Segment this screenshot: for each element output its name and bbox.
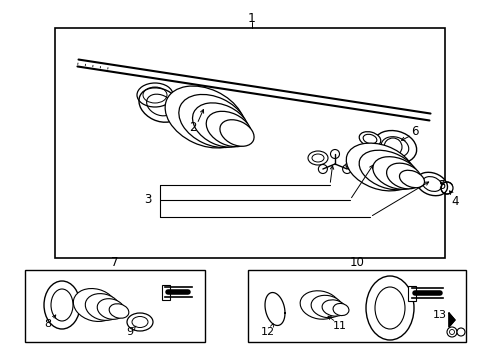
- Circle shape: [456, 328, 464, 336]
- Ellipse shape: [310, 295, 342, 318]
- Ellipse shape: [146, 94, 173, 116]
- Text: 13: 13: [432, 310, 446, 320]
- Ellipse shape: [349, 162, 359, 168]
- Ellipse shape: [386, 163, 421, 189]
- Ellipse shape: [422, 177, 441, 192]
- Ellipse shape: [139, 88, 181, 122]
- Circle shape: [446, 327, 456, 337]
- Text: 1: 1: [247, 12, 255, 24]
- Ellipse shape: [44, 281, 80, 329]
- Bar: [25, 270, 204, 342]
- Text: 6: 6: [410, 126, 418, 139]
- Polygon shape: [448, 313, 454, 327]
- Circle shape: [383, 138, 401, 156]
- Ellipse shape: [322, 300, 345, 316]
- Text: 7: 7: [111, 256, 119, 269]
- Text: 3: 3: [144, 193, 151, 207]
- Ellipse shape: [165, 86, 244, 148]
- Ellipse shape: [346, 143, 413, 191]
- Ellipse shape: [179, 94, 246, 148]
- Ellipse shape: [300, 291, 339, 319]
- Ellipse shape: [416, 172, 447, 196]
- Ellipse shape: [346, 159, 363, 171]
- Ellipse shape: [372, 131, 416, 163]
- Text: 12: 12: [261, 327, 274, 337]
- Circle shape: [342, 165, 351, 174]
- Text: 4: 4: [450, 195, 458, 208]
- Ellipse shape: [399, 170, 424, 188]
- Text: 9: 9: [126, 327, 133, 337]
- Ellipse shape: [332, 303, 348, 316]
- Ellipse shape: [97, 299, 124, 319]
- Ellipse shape: [206, 111, 251, 147]
- Circle shape: [448, 329, 453, 334]
- Text: 2: 2: [189, 121, 196, 135]
- Text: 5: 5: [437, 180, 445, 193]
- Bar: [162, 285, 170, 300]
- Ellipse shape: [359, 132, 380, 146]
- Ellipse shape: [220, 120, 254, 146]
- Ellipse shape: [374, 287, 404, 329]
- Ellipse shape: [363, 134, 376, 144]
- Ellipse shape: [311, 154, 324, 162]
- Ellipse shape: [365, 276, 413, 340]
- Ellipse shape: [358, 150, 416, 190]
- Bar: [407, 286, 415, 301]
- Text: 10: 10: [349, 256, 364, 269]
- Text: 8: 8: [44, 319, 51, 329]
- Circle shape: [318, 165, 326, 174]
- Circle shape: [330, 149, 339, 158]
- Ellipse shape: [73, 288, 117, 321]
- Ellipse shape: [127, 313, 153, 331]
- Ellipse shape: [381, 137, 408, 157]
- Ellipse shape: [85, 294, 121, 320]
- Bar: [247, 270, 465, 342]
- Bar: [55, 28, 444, 258]
- Ellipse shape: [307, 151, 327, 165]
- Ellipse shape: [372, 157, 418, 189]
- Ellipse shape: [192, 103, 249, 147]
- Text: 11: 11: [332, 321, 346, 331]
- Ellipse shape: [51, 289, 73, 321]
- Ellipse shape: [109, 304, 128, 318]
- Ellipse shape: [132, 316, 148, 328]
